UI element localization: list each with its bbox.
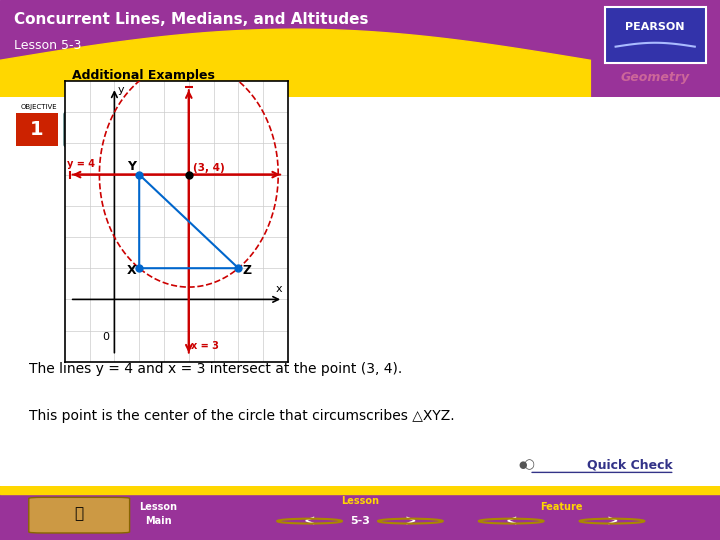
Text: Z: Z [242, 265, 251, 278]
Polygon shape [0, 29, 590, 97]
Text: (continued): (continued) [210, 123, 290, 137]
Text: ○: ○ [523, 458, 534, 471]
Text: >: > [606, 514, 618, 528]
Text: <: < [505, 514, 517, 528]
Text: Feature: Feature [540, 502, 583, 511]
Text: ●: ● [518, 460, 527, 470]
Text: Quick Check: Quick Check [588, 458, 673, 471]
Text: X: X [127, 265, 136, 278]
Text: Concurrent Lines, Medians, and Altitudes: Concurrent Lines, Medians, and Altitudes [14, 12, 369, 26]
Text: x: x [276, 284, 282, 294]
Text: 1: 1 [81, 123, 89, 136]
Text: 1: 1 [30, 119, 43, 139]
Text: x = 3: x = 3 [192, 341, 219, 352]
Text: Additional Examples: Additional Examples [72, 69, 215, 82]
Text: Main: Main [145, 516, 171, 526]
Text: y = 4: y = 4 [67, 159, 95, 169]
Text: 5-3: 5-3 [350, 516, 370, 526]
FancyBboxPatch shape [16, 113, 58, 146]
Text: y: y [118, 85, 125, 96]
Text: Lesson: Lesson [341, 496, 379, 506]
FancyBboxPatch shape [29, 497, 130, 533]
Text: OBJECTIVE: OBJECTIVE [20, 104, 57, 110]
Text: >: > [405, 514, 416, 528]
Text: The lines y = 4 and x = 3 intersect at the point (3, 4).: The lines y = 4 and x = 3 intersect at t… [29, 362, 402, 376]
Bar [0, 486, 720, 494]
Text: Y: Y [127, 160, 136, 173]
Text: PEARSON: PEARSON [626, 22, 685, 32]
Text: <: < [304, 514, 315, 528]
Text: 0: 0 [102, 332, 109, 342]
Text: This point is the center of the circle that circumscribes △XYZ.: This point is the center of the circle t… [29, 409, 454, 423]
Text: (3, 4): (3, 4) [192, 163, 224, 173]
Text: Lesson 5-3: Lesson 5-3 [14, 39, 82, 52]
Text: 📚: 📚 [75, 507, 84, 522]
FancyBboxPatch shape [605, 7, 706, 63]
Text: Lesson: Lesson [140, 502, 177, 511]
FancyBboxPatch shape [63, 110, 204, 148]
Text: Geometry: Geometry [621, 71, 690, 84]
Text: EXAMPLE: EXAMPLE [103, 125, 158, 134]
